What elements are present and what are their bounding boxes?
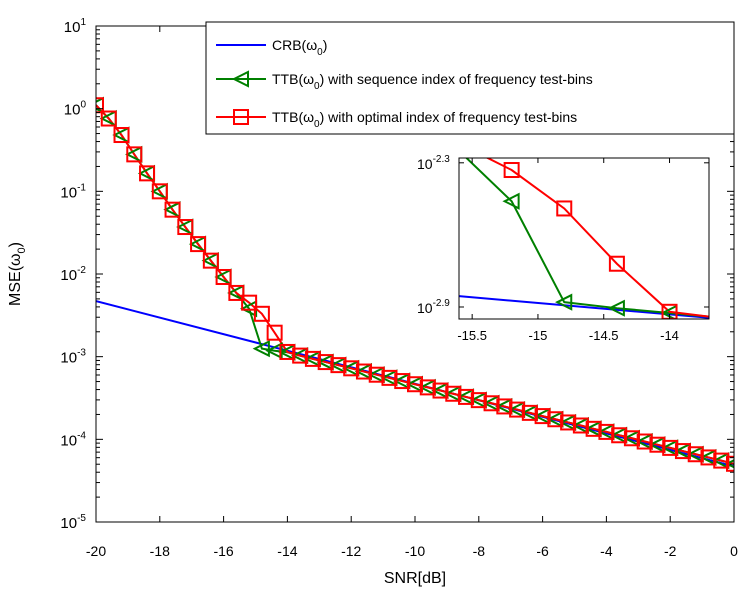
inset-plot-area [459, 158, 709, 319]
inset-x-ticks: -15.5 -15 -14.5 -14 [457, 158, 679, 343]
y-tick-label: 10-4 [60, 430, 86, 449]
main-series-2-marker [458, 388, 475, 405]
main-series-2-marker [330, 357, 347, 374]
main-series-2-marker [253, 305, 270, 322]
inset-x-tick-label: -14.5 [589, 328, 619, 343]
main-series-2-marker [407, 376, 423, 393]
main-series-2-marker [126, 146, 143, 163]
x-tick-label: -18 [150, 543, 170, 559]
main-series-2-marker [419, 379, 436, 396]
inset-series-1-marker [555, 293, 573, 311]
y-tick-label: 10-1 [60, 182, 86, 201]
legend-swatch-marker-1 [231, 70, 249, 88]
main-series-2-marker [164, 201, 181, 218]
inset-series-line-0 [459, 295, 709, 319]
inset-axes: -15.5 -15 -14.5 -14 10-2.3 10-2.9 [417, 154, 710, 343]
main-series-2-marker [317, 354, 334, 371]
legend-entry-2: TTB(ω0) with optimal index of frequency … [272, 109, 577, 130]
inset-series-2-marker [503, 162, 520, 179]
y-axis-label: MSE(ω0) [7, 242, 28, 306]
main-series-2-marker [496, 398, 513, 415]
inset-x-tick-label: -15.5 [457, 328, 487, 343]
main-series-2-marker [713, 452, 730, 469]
main-series-2-marker [483, 395, 500, 412]
legend-box [205, 21, 735, 135]
main-series-2-marker [534, 408, 551, 425]
main-series-2-marker [241, 294, 258, 311]
main-series-2-marker [190, 236, 207, 253]
y-tick-label: 10-3 [60, 348, 86, 367]
main-series-2-marker [343, 360, 360, 377]
y-tick-label: 10-2 [60, 265, 86, 284]
x-tick-label: -8 [473, 543, 486, 559]
main-series-2-marker [547, 411, 564, 428]
main-series-1-marker [252, 340, 270, 358]
main-series-2-marker [113, 127, 130, 144]
x-tick-label: -14 [277, 543, 297, 559]
main-series-2-marker [381, 369, 398, 386]
x-tick-label: -16 [213, 543, 233, 559]
main-series-2-marker [368, 366, 385, 383]
inset-axes-box [458, 157, 710, 320]
main-series-2-marker [215, 268, 232, 285]
main-series-2-marker [598, 423, 615, 440]
inset-x-tick-label: -14 [660, 328, 679, 343]
main-series-2-marker [509, 401, 526, 418]
main-series-2-marker [139, 165, 156, 182]
main-series-2-marker [636, 433, 653, 450]
main-series-2-marker [304, 350, 321, 367]
inset-y-ticks: 10-2.3 10-2.9 [417, 154, 709, 316]
main-series-2-marker [521, 404, 538, 421]
main-series-2-marker [202, 252, 219, 269]
x-tick-label: -2 [664, 543, 677, 559]
main-series-2-marker [355, 363, 372, 380]
y-tick-label: 100 [64, 100, 87, 119]
x-tick-label: 0 [730, 543, 738, 559]
main-series-2-marker [611, 427, 628, 444]
main-series-2-marker [177, 219, 194, 236]
main-series-2-marker [560, 414, 577, 431]
main-series-2-marker [445, 385, 462, 402]
main-series-2-marker [100, 110, 117, 127]
main-series-2-marker [572, 417, 589, 434]
main-series-2-marker [228, 284, 245, 301]
legend: CRB(ω0) TTB(ω0) with sequence index of fr… [205, 21, 735, 135]
x-tick-label: -12 [341, 543, 361, 559]
inset-x-tick-label: -15 [529, 328, 548, 343]
main-series-2-marker [292, 347, 309, 364]
main-series-group [96, 96, 734, 472]
inset-y-tick-label: 10-2.9 [417, 298, 450, 316]
main-series-2-marker [394, 373, 411, 390]
main-series-2-marker [585, 420, 602, 437]
x-tick-label: -6 [536, 543, 549, 559]
legend-entry-1: TTB(ω0) with sequence index of frequency… [272, 71, 593, 92]
main-series-2-marker [432, 382, 449, 399]
legend-entry-0: CRB(ω0) [272, 37, 327, 58]
x-tick-label: -20 [86, 543, 106, 559]
main-series-2-marker [266, 324, 283, 341]
main-series-2-marker [649, 436, 666, 453]
inset-series-2-marker [556, 200, 573, 217]
y-tick-label: 10-5 [60, 513, 86, 532]
inset-series-2-marker [608, 255, 625, 272]
inset-y-tick-label: 10-2.3 [417, 154, 450, 172]
main-series-2-marker [470, 392, 487, 409]
legend-swatch-marker-2 [233, 109, 249, 125]
x-tick-label: -4 [600, 543, 613, 559]
inset-series-1-marker [502, 192, 520, 210]
inset-series-1-marker [607, 299, 625, 317]
main-series-2-marker [96, 97, 104, 114]
main-series-2-marker [662, 439, 679, 456]
main-series-2-marker [151, 183, 168, 200]
main-series-2-marker [700, 449, 717, 466]
main-series-2-marker [674, 443, 691, 460]
main-series-2-marker [726, 455, 734, 472]
x-tick-label: -10 [405, 543, 425, 559]
main-series-2-marker [687, 446, 704, 463]
x-axis-label: SNR[dB] [384, 570, 446, 587]
main-series-2-marker [279, 343, 296, 360]
main-series-2-marker [623, 430, 640, 447]
y-tick-label: 101 [64, 17, 87, 36]
